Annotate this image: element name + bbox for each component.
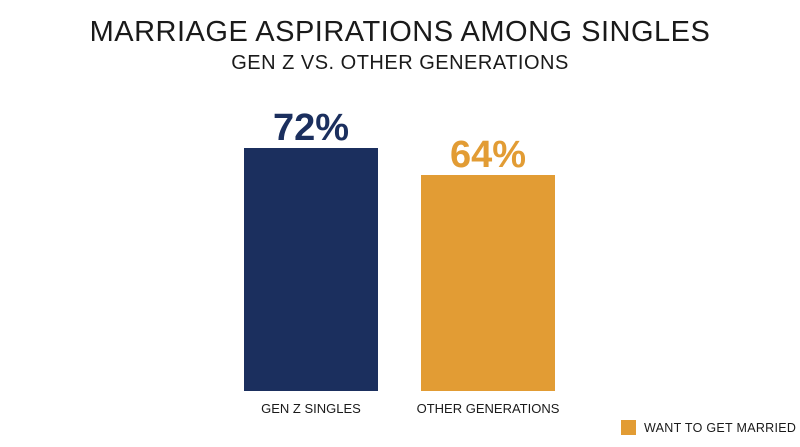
bar-other-generations: [421, 175, 555, 391]
legend-label: WANT TO GET MARRIED: [644, 420, 797, 435]
value-label: 64%: [450, 134, 526, 176]
chart-subtitle: GEN Z VS. OTHER GENERATIONS: [231, 52, 569, 74]
legend: WANT TO GET MARRIED: [621, 420, 796, 435]
category-label: GEN Z SINGLES: [261, 401, 361, 416]
value-label: 72%: [273, 107, 349, 149]
bar-gen-z-singles: [244, 148, 378, 391]
category-label: OTHER GENERATIONS: [417, 401, 560, 416]
legend-swatch: [621, 420, 636, 435]
chart-title: MARRIAGE ASPIRATIONS AMONG SINGLES: [89, 16, 711, 48]
